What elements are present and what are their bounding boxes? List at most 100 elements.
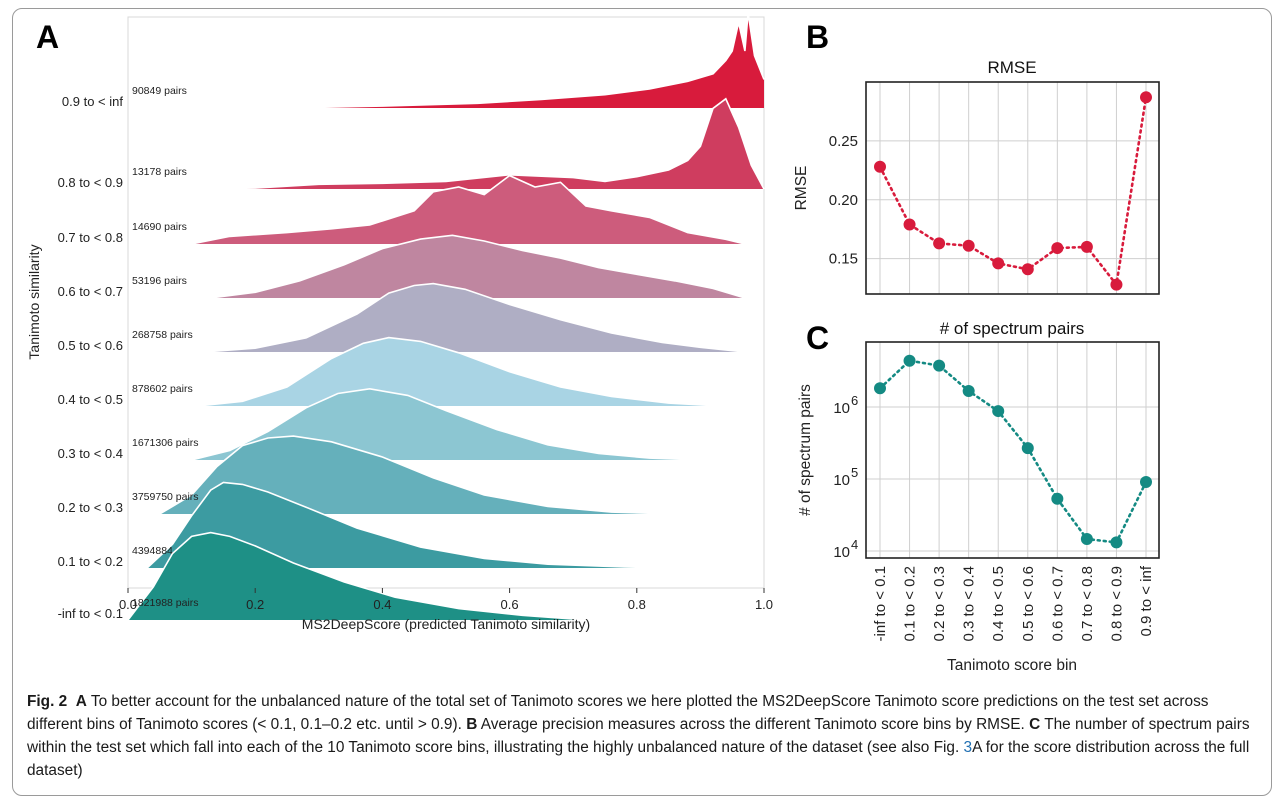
panel-c-y-tick-exp-2: 6 (851, 393, 858, 408)
ridge-outline-0 (286, 12, 765, 109)
figure-svg: A B C 0.9 to < inf 90849 pairs 0.8 to < 0.… (26, 12, 1160, 674)
ridge-fill-5 (198, 337, 720, 406)
caption-fig-label: Fig. 2 (27, 693, 68, 710)
caption-c-label: C (1029, 716, 1041, 733)
ridge-pairs-label-0: 90849 pairs (132, 85, 187, 97)
ridge-outline-5 (197, 336, 720, 407)
panel-c-x-tick-0: -inf to < 0.1 (872, 566, 889, 641)
panel-c-point-1 (903, 354, 916, 367)
panel-c-x-tick-1: 0.1 to < 0.2 (902, 566, 919, 641)
panel-b-y-label: RMSE (793, 166, 810, 211)
panel-c-point-8 (1110, 536, 1123, 549)
panel-c-x-tick-8: 0.8 to < 0.9 (1108, 566, 1125, 641)
ridge-pairs-label-7: 3759750 pairs (132, 491, 199, 503)
ridge-fill-8 (147, 482, 676, 568)
panel-c-line (878, 359, 1148, 544)
ridge-outline-2 (191, 174, 746, 245)
panel-a-y-label: Tanimoto similarity (26, 244, 42, 359)
panel-a-x-label: MS2DeepScore (predicted Tanimoto similar… (302, 616, 590, 632)
panel-letter-a: A (36, 19, 59, 55)
panel-b-point-3 (962, 239, 975, 252)
ridge-outline-4 (204, 282, 745, 353)
panel-c-y-label: # of spectrum pairs (797, 384, 814, 516)
ridge-fill-9 (128, 532, 586, 620)
ridge-outline-8 (146, 481, 676, 569)
panel-b-point-9 (1140, 91, 1152, 104)
panel-a-x-tick-3: 0.6 (501, 597, 519, 612)
panel-b-y-tick-0: 0.15 (829, 251, 858, 268)
ridge-fill-2 (191, 175, 745, 244)
panel-c-x-ticks: -inf to < 0.1 0.1 to < 0.2 0.2 to < 0.3 0.3… (872, 565, 1155, 641)
panel-c-point-6 (1051, 492, 1064, 505)
panel-c-point-0 (874, 382, 886, 395)
ridge-group: 0.9 to < inf 90849 pairs 0.8 to < 0.9 13178… (58, 12, 765, 621)
panel-b-point-6 (1051, 242, 1064, 255)
ridge-pairs-label-1: 13178 pairs (132, 166, 187, 178)
panel-c-y-tick-base-0: 10 (833, 544, 850, 561)
figure-caption: Fig. 2 A To better account for the unbal… (27, 690, 1259, 782)
panel-b-y-ticks: 0.15 0.20 0.25 (829, 133, 858, 268)
panel-a-x-tick-1: 0.2 (246, 597, 264, 612)
panel-c-x-tick-2: 0.2 to < 0.3 (931, 566, 948, 641)
ridge-fill-1 (191, 98, 765, 189)
panel-c-y-tick-base-2: 10 (833, 400, 850, 417)
caption-a-label: A (75, 693, 87, 710)
ridge-bin-label-8: 0.1 to < 0.2 (58, 554, 123, 569)
ridge-bin-label-1: 0.8 to < 0.9 (58, 175, 123, 190)
panel-a-x-tick-2: 0.4 (373, 597, 391, 612)
panel-a-x-tick-4: 0.8 (628, 597, 646, 612)
ridge-outline-9 (127, 531, 586, 621)
ridge-fill-0 (287, 13, 764, 108)
ridge-bin-label-3: 0.6 to < 0.7 (58, 284, 123, 299)
panel-c-y-tick-exp-1: 5 (851, 465, 858, 480)
panel-c-point-2 (933, 359, 946, 372)
panel-b-point-1 (903, 218, 916, 231)
panel-c-x-tick-7: 0.7 to < 0.8 (1079, 566, 1096, 641)
ridge-bin-label-7: 0.2 to < 0.3 (58, 500, 123, 515)
panel-c-point-5 (1021, 442, 1034, 455)
ridge-bin-label-0: 0.9 to < inf (62, 94, 123, 109)
ridge-fill-3 (210, 235, 745, 298)
panel-letter-c: C (806, 320, 829, 356)
panel-c-x-tick-9: 0.9 to < inf (1138, 565, 1155, 636)
panel-b-series (874, 91, 1152, 291)
panel-b-frame (865, 81, 1160, 295)
panel-a-x-tick-0: 0.0 (119, 597, 137, 612)
caption-b-label: B (466, 716, 478, 733)
panel-b-rmse: RMSE 0.15 0.20 0.25 RMSE (793, 58, 1160, 295)
panel-a-x-axis: 0.0 0.2 0.4 0.6 0.8 1.0 (119, 588, 773, 612)
panel-letter-b: B (806, 19, 829, 55)
ridge-bin-label-9: -inf to < 0.1 (58, 606, 123, 621)
panel-a-plot-area (127, 16, 765, 589)
caption-c-text: The number of spectrum pairs within the … (27, 716, 1250, 756)
ridge-bin-label-4: 0.5 to < 0.6 (58, 338, 123, 353)
ridge-outline-7 (159, 435, 676, 515)
panel-b-point-0 (874, 160, 886, 173)
caption-figure-link[interactable]: 3 (963, 739, 973, 756)
panel-c-x-label: Tanimoto score bin (947, 657, 1077, 674)
ridge-fill-4 (204, 283, 745, 352)
panel-b-point-7 (1080, 240, 1093, 253)
panel-b-point-8 (1110, 278, 1123, 291)
panel-b-y-tick-1: 0.20 (829, 192, 858, 209)
panel-b-grid (866, 82, 1159, 294)
panel-c-x-tick-5: 0.5 to < 0.6 (1020, 566, 1037, 641)
panel-c-x-tick-3: 0.3 to < 0.4 (961, 566, 978, 641)
panel-c-title: # of spectrum pairs (940, 319, 1085, 338)
panel-c-point-7 (1080, 532, 1093, 545)
panel-c-y-tick-base-1: 10 (833, 472, 850, 489)
panel-c-y-tick-exp-0: 4 (851, 537, 858, 552)
panel-b-point-4 (992, 257, 1005, 270)
panel-c-x-tick-4: 0.4 to < 0.5 (990, 566, 1007, 641)
caption-b-text: Average precision measures across the di… (477, 716, 1030, 733)
panel-c-y-tick-2: 10 (833, 400, 850, 417)
panel-c-grid (866, 342, 1159, 558)
panel-c-y-tick-1: 10 (833, 472, 850, 489)
panel-b-point-5 (1021, 263, 1034, 276)
ridge-bin-label-5: 0.4 to < 0.5 (58, 392, 123, 407)
panel-c-point-4 (992, 405, 1005, 418)
panel-c-series (874, 354, 1152, 549)
panel-c-x-tick-6: 0.6 to < 0.7 (1049, 566, 1066, 641)
